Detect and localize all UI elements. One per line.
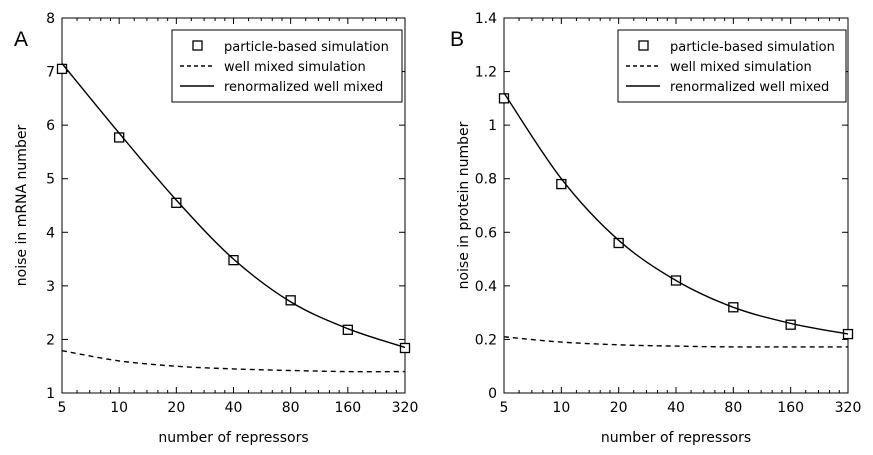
x-axis-label: number of repressors xyxy=(158,430,308,446)
panel-label: A xyxy=(14,28,28,51)
legend-entry-label: well mixed simulation xyxy=(224,60,366,75)
legend-entry-label: renormalized well mixed xyxy=(670,80,829,95)
x-tick-label: 40 xyxy=(225,400,243,416)
legend-entry-label: well mixed simulation xyxy=(670,60,812,75)
x-tick-label: 320 xyxy=(392,400,419,416)
x-tick-label: 5 xyxy=(500,400,509,416)
chart-panel-B: 5 10 20 40 80 160 320 0 0.2 0.4 0.6 0.8 1 1.2 1.4 numbe… xyxy=(450,11,861,446)
data-point-particle-sim xyxy=(399,342,411,354)
legend: particle-based simulation well mixed simu… xyxy=(171,29,403,103)
y-tick-label: 0 xyxy=(488,386,497,402)
data-point-particle-sim xyxy=(613,237,624,249)
legend-entry-label: particle-based simulation xyxy=(670,40,835,55)
data-point-particle-sim xyxy=(285,295,296,306)
y-tick-label: 1.4 xyxy=(475,11,497,27)
chart-panel-A: 5 10 20 40 80 160 320 1 2 3 4 5 6 7 8 number of repress… xyxy=(14,11,418,446)
x-tick-label: 5 xyxy=(58,400,67,416)
y-tick-label: 0.2 xyxy=(475,332,497,348)
y-tick-label: 2 xyxy=(46,332,55,348)
x-tick-label: 10 xyxy=(110,400,128,416)
data-point-particle-sim xyxy=(56,63,68,75)
y-tick-label: 6 xyxy=(46,118,55,134)
series-line-well-mixed xyxy=(503,336,848,348)
y-axis-label: noise in protein number xyxy=(456,121,472,289)
x-tick-label: 10 xyxy=(552,400,570,416)
x-tick-label: 160 xyxy=(334,400,361,416)
y-tick-label: 0.4 xyxy=(475,279,497,295)
legend-marker-square xyxy=(638,40,649,51)
x-tick-label: 160 xyxy=(777,400,804,416)
y-tick-label: 1 xyxy=(488,118,497,134)
panel-label: B xyxy=(450,28,464,51)
data-point-particle-sim xyxy=(228,254,239,266)
legend-entry-label: particle-based simulation xyxy=(224,40,389,55)
y-axis-label: noise in mRNA number xyxy=(14,125,30,287)
legend-marker-square xyxy=(192,40,203,51)
y-tick-label: 1 xyxy=(46,386,55,402)
y-tick-label: 4 xyxy=(46,225,55,241)
x-axis-label: number of repressors xyxy=(601,430,751,446)
x-tick-label: 80 xyxy=(282,400,300,416)
series-line-renormalized xyxy=(61,63,406,349)
y-tick-label: 5 xyxy=(46,172,55,188)
y-tick-label: 7 xyxy=(46,65,55,81)
series-line-well-mixed xyxy=(61,350,406,373)
y-tick-label: 8 xyxy=(46,11,55,27)
data-point-particle-sim xyxy=(556,178,567,190)
x-tick-label: 20 xyxy=(167,400,185,416)
y-tick-label: 3 xyxy=(46,279,55,295)
y-tick-label: 1.2 xyxy=(475,65,497,81)
y-tick-label: 0.8 xyxy=(475,172,497,188)
x-tick-label: 40 xyxy=(667,400,685,416)
legend-entry-label: renormalized well mixed xyxy=(224,80,383,95)
x-tick-label: 320 xyxy=(835,400,862,416)
x-tick-label: 80 xyxy=(724,400,742,416)
data-point-particle-sim xyxy=(171,197,182,208)
series-line-renormalized xyxy=(503,92,849,335)
legend: particle-based simulation well mixed simu… xyxy=(617,29,847,103)
x-tick-label: 20 xyxy=(610,400,628,416)
y-tick-label: 0.6 xyxy=(475,225,497,241)
